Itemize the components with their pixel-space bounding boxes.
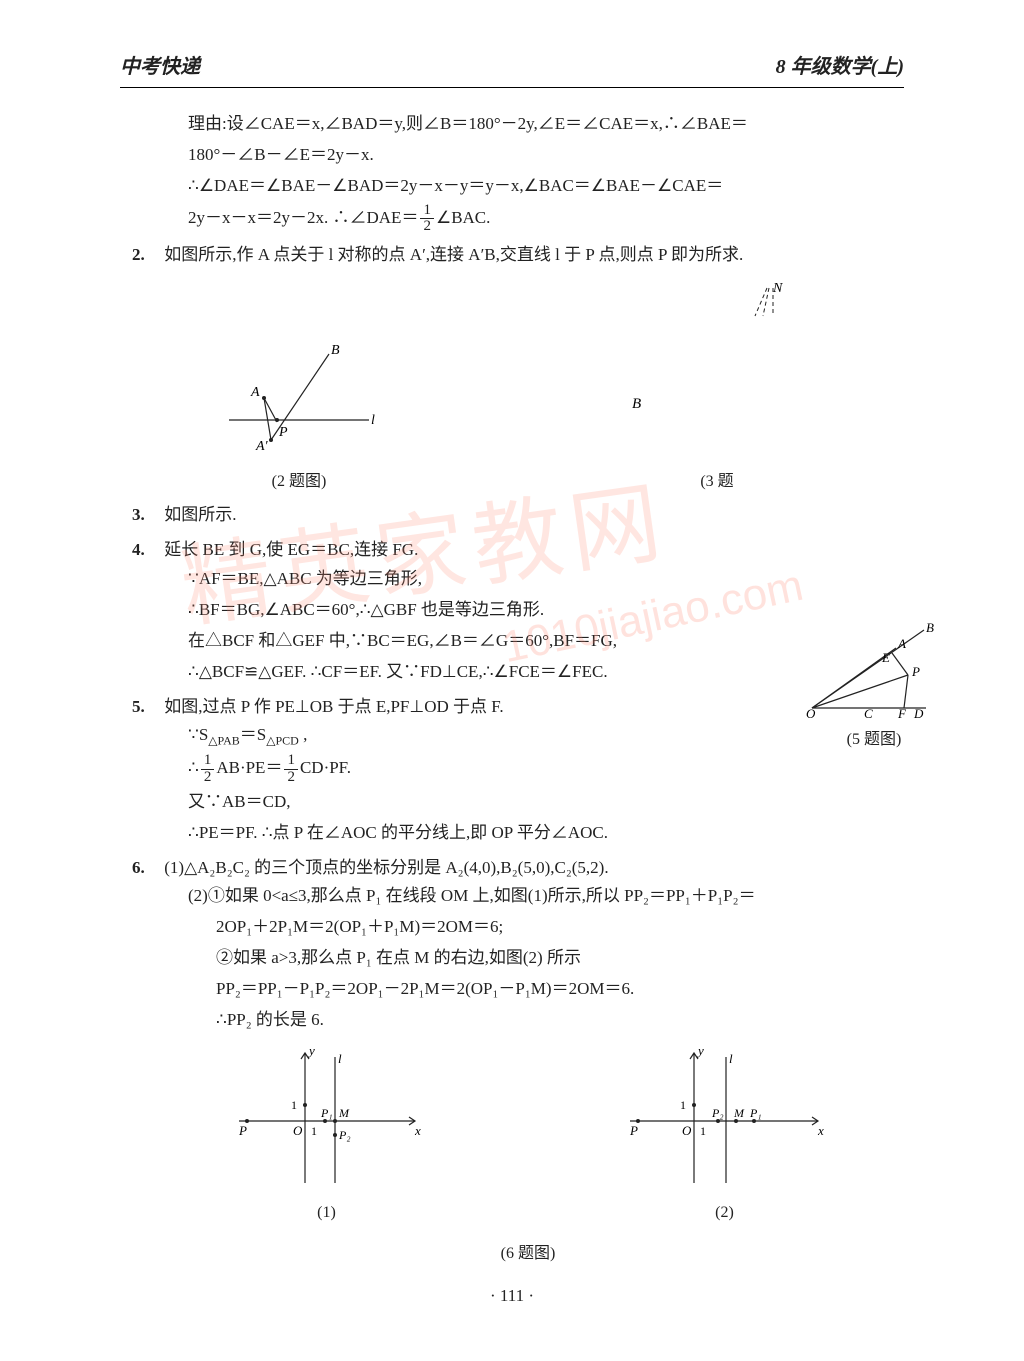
q3-number: 3. — [132, 501, 160, 530]
figure-6-2-svg: y l 1 P₂ M P₁ P O 1 x — [620, 1043, 830, 1193]
svg-text:A: A — [897, 636, 906, 651]
figure-3: N B (3 题 — [587, 282, 847, 495]
svg-text:P: P — [629, 1123, 638, 1138]
figure-row-6: y l 1 P₁ M P O 1 P₂ x (1) — [160, 1043, 896, 1226]
q5-line2: ∵S△PAB＝S△PCD , — [160, 721, 760, 751]
header-left: 中考快递 — [120, 50, 200, 84]
svg-text:l: l — [338, 1051, 342, 1066]
svg-text:1: 1 — [680, 1098, 686, 1112]
svg-text:O: O — [806, 706, 816, 720]
svg-text:l: l — [371, 413, 375, 428]
svg-text:O: O — [682, 1123, 692, 1138]
q6-line1: (1)△A₂B₂C₂ 的三个顶点的坐标分别是 A₂(4,0),B₂(5,0),C… — [164, 858, 608, 877]
figure-3-svg: N B — [587, 282, 847, 462]
svg-text:x: x — [414, 1123, 421, 1138]
figure-2-svg: B A P A′ l — [209, 342, 389, 462]
q1-line1: 理由:设∠CAE＝x,∠BAD＝y,则∠B＝180°－2y,∠E＝∠CAE＝x,… — [188, 110, 896, 139]
question-6: 6. (1)△A₂B₂C₂ 的三个顶点的坐标分别是 A₂(4,0),B₂(5,0… — [160, 854, 896, 1035]
page-content: 理由:设∠CAE＝x,∠BAD＝y,则∠B＝180°－2y,∠E＝∠CAE＝x,… — [40, 110, 984, 1267]
q1-line2: 180°－∠B－∠E＝2y－x. — [188, 141, 896, 170]
figure-6-caption: (6 题图) — [160, 1240, 896, 1267]
q5-line3: ∴12AB·PE＝12CD·PF. — [160, 753, 760, 786]
svg-text:E: E — [881, 650, 890, 665]
figure-6-2-caption: (2) — [620, 1199, 830, 1226]
svg-text:B: B — [632, 396, 641, 412]
svg-text:M: M — [338, 1106, 350, 1120]
svg-text:P₁: P₁ — [320, 1106, 333, 1120]
svg-text:B: B — [331, 343, 340, 358]
svg-text:N: N — [772, 282, 783, 296]
header-right: 8 年级数学(上) — [776, 50, 904, 84]
figure-2-caption: (2 题图) — [209, 468, 389, 495]
q6-number: 6. — [132, 854, 160, 883]
figure-5-caption: (5 题图) — [804, 726, 944, 753]
question-5: 5. 如图,过点 P 作 PE⊥OB 于点 E,PF⊥OD 于点 F. ∵S△P… — [160, 693, 760, 848]
fraction-half-1: 12 — [420, 203, 434, 236]
q6-line3: 2OP₁＋2P₁M＝2(OP₁＋P₁M)＝2OM＝6; — [160, 913, 896, 942]
svg-text:P: P — [278, 425, 288, 440]
q1-line3: ∴∠DAE＝∠BAE－∠BAD＝2y－x－y＝y－x,∠BAC＝∠BAE－∠CA… — [188, 172, 896, 201]
q1-continuation: 理由:设∠CAE＝x,∠BAD＝y,则∠B＝180°－2y,∠E＝∠CAE＝x,… — [160, 110, 896, 235]
svg-text:P: P — [238, 1123, 247, 1138]
q4-number: 4. — [132, 536, 160, 565]
q1-line4: 2y－x－x＝2y－2x. ∴∠DAE＝12∠BAC. — [188, 203, 896, 236]
q5-line5: ∴PE＝PF. ∴点 P 在∠AOC 的平分线上,即 OP 平分∠AOC. — [160, 819, 760, 848]
svg-text:O: O — [293, 1123, 303, 1138]
page-header: 中考快递 8 年级数学(上) — [120, 50, 904, 88]
q5-line4: 又∵AB＝CD, — [160, 788, 760, 817]
svg-text:P₂: P₂ — [711, 1106, 724, 1120]
svg-text:A: A — [250, 385, 260, 400]
figure-5: B A E P O C F D (5 题图) — [804, 620, 944, 753]
figure-row-2-3: B A P A′ l (2 题图) N B (3 题 — [160, 282, 896, 495]
figure-2: B A P A′ l (2 题图) — [209, 342, 389, 495]
q6-line5: PP₂＝PP₁－P₁P₂＝2OP₁－2P₁M＝2(OP₁－P₁M)＝2OM＝6. — [160, 975, 896, 1004]
q4-line5: ∴△BCF≌△GEF. ∴CF＝EF. 又∵FD⊥CE,∴∠FCE＝∠FEC. — [160, 658, 896, 687]
figure-3-caption: (3 题 — [587, 468, 847, 495]
svg-text:1: 1 — [700, 1124, 706, 1138]
question-3: 3. 如图所示. — [160, 501, 896, 530]
question-2: 2. 如图所示,作 A 点关于 l 对称的点 A′,连接 A′B,交直线 l 于… — [160, 241, 896, 270]
svg-text:M: M — [733, 1106, 745, 1120]
q4-line4: 在△BCF 和△GEF 中,∵BC＝EG,∠B＝∠G＝60°,BF＝FG, — [160, 627, 896, 656]
figure-6-2: y l 1 P₂ M P₁ P O 1 x (2) — [620, 1043, 830, 1226]
svg-text:A′: A′ — [255, 439, 269, 454]
svg-text:D: D — [913, 706, 924, 720]
q6-line2: (2)①如果 0<a≤3,那么点 P₁ 在线段 OM 上,如图(1)所示,所以 … — [160, 882, 896, 911]
svg-text:l: l — [729, 1051, 733, 1066]
q4-line2: ∵AF＝BE,△ABC 为等边三角形, — [160, 565, 896, 594]
q6-line4: ②如果 a>3,那么点 P₁ 在点 M 的右边,如图(2) 所示 — [160, 944, 896, 973]
svg-text:x: x — [817, 1123, 824, 1138]
figure-6-1: y l 1 P₁ M P O 1 P₂ x (1) — [227, 1043, 427, 1226]
q4-line1: 延长 BE 到 G,使 EG＝BC,连接 FG. — [164, 540, 418, 559]
svg-text:1: 1 — [291, 1098, 297, 1112]
q2-text: 如图所示,作 A 点关于 l 对称的点 A′,连接 A′B,交直线 l 于 P … — [164, 245, 743, 264]
svg-text:y: y — [696, 1043, 704, 1058]
page-number: · 111 · — [0, 1282, 1024, 1311]
q5-number: 5. — [132, 693, 160, 722]
q4-line3: ∴BF＝BG,∠ABC＝60°,∴△GBF 也是等边三角形. — [160, 596, 896, 625]
svg-text:C: C — [864, 706, 873, 720]
q2-number: 2. — [132, 241, 160, 270]
svg-text:P₁: P₁ — [749, 1106, 762, 1120]
svg-text:1: 1 — [311, 1124, 317, 1138]
q1-l4a: 2y－x－x＝2y－2x. ∴∠DAE＝ — [188, 208, 418, 227]
q6-line6: ∴PP₂ 的长是 6. — [160, 1006, 896, 1035]
question-4: 4. 延长 BE 到 G,使 EG＝BC,连接 FG. ∵AF＝BE,△ABC … — [160, 536, 896, 686]
figure-6-1-caption: (1) — [227, 1199, 427, 1226]
q3-text: 如图所示. — [164, 505, 236, 524]
svg-text:y: y — [307, 1043, 315, 1058]
svg-text:P: P — [911, 664, 920, 679]
svg-text:P₂: P₂ — [338, 1128, 351, 1142]
figure-5-svg: B A E P O C F D — [804, 620, 934, 720]
q5-line1: 如图,过点 P 作 PE⊥OB 于点 E,PF⊥OD 于点 F. — [164, 697, 503, 716]
svg-text:F: F — [897, 706, 907, 720]
q1-l4b: ∠BAC. — [436, 208, 490, 227]
figure-6-1-svg: y l 1 P₁ M P O 1 P₂ x — [227, 1043, 427, 1193]
svg-text:B: B — [926, 620, 934, 635]
